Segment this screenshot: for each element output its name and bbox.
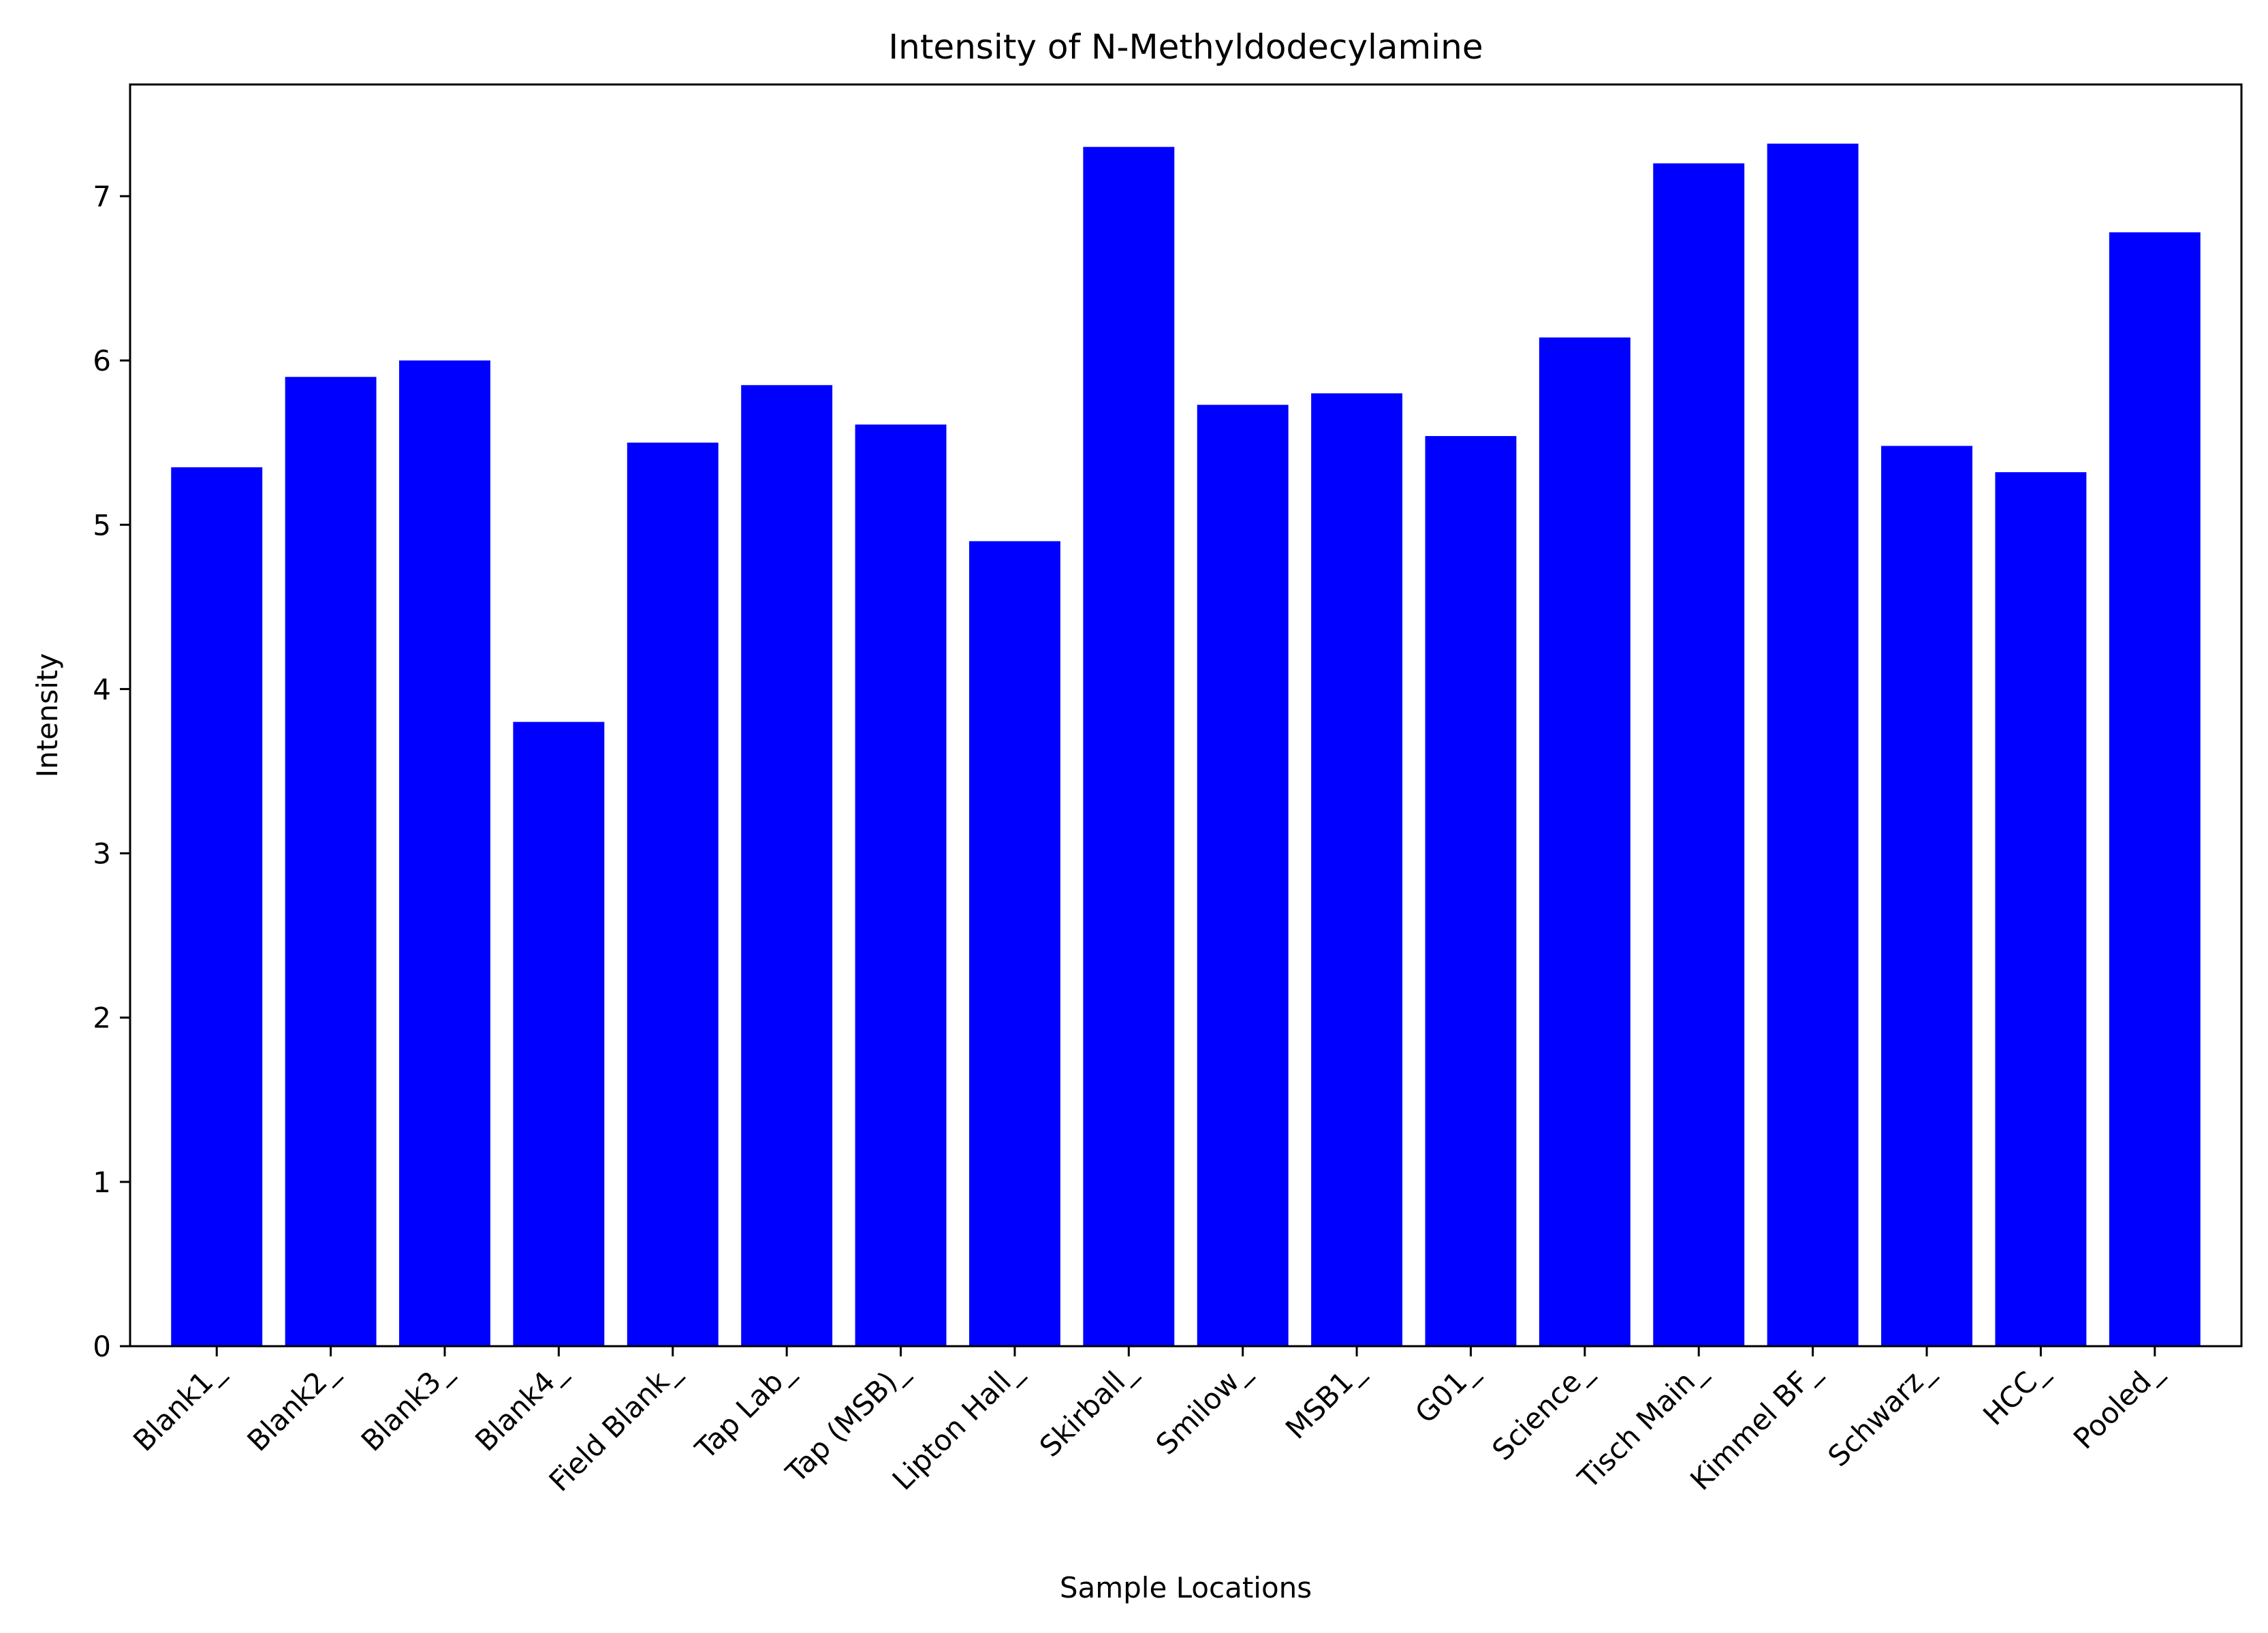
- bar-2: [399, 360, 490, 1346]
- x-axis: Blank1_ Blank2_ Blank3_ Blank4_Field Blank_…: [127, 1346, 2169, 1498]
- x-tick-label-16: HCC_: [1976, 1354, 2054, 1432]
- plot-frame: [129, 83, 2243, 1348]
- x-axis-label: Sample Locations: [1060, 1571, 1312, 1604]
- bar-16: [1995, 472, 2087, 1346]
- bar-14: [1767, 143, 1859, 1346]
- x-tick-label-9: Smilow_: [1150, 1354, 1257, 1461]
- bar-13: [1653, 163, 1745, 1346]
- bar-5: [741, 385, 833, 1346]
- chart-title: Intensity of N-Methyldodecylamine: [888, 27, 1483, 67]
- y-tick-label-0: 0: [93, 1330, 111, 1363]
- x-tick-label-2: Blank3_: [355, 1354, 458, 1458]
- bar-4: [627, 442, 719, 1346]
- x-tick-label-10: MSB1_: [1279, 1354, 1370, 1446]
- x-tick-label-0: Blank1_: [127, 1354, 230, 1458]
- y-tick-label-7: 7: [93, 180, 111, 213]
- bar-17: [2109, 232, 2201, 1346]
- bar-3: [513, 721, 605, 1346]
- x-tick-label-12: Science_: [1485, 1354, 1598, 1467]
- y-tick-label-2: 2: [93, 1001, 111, 1035]
- x-tick-label-17: Pooled_: [2067, 1354, 2169, 1456]
- y-tick-label-5: 5: [93, 508, 111, 542]
- bar-1: [285, 377, 377, 1347]
- bar-15: [1881, 446, 1972, 1347]
- x-tick-label-8: Skirball_: [1033, 1354, 1142, 1463]
- bar-6: [855, 424, 947, 1346]
- bar-11: [1425, 436, 1517, 1347]
- y-tick-label-4: 4: [93, 672, 111, 706]
- bar-0: [171, 467, 263, 1346]
- y-tick-label-3: 3: [93, 837, 111, 871]
- y-tick-label-1: 1: [93, 1166, 111, 1199]
- bar-8: [1083, 146, 1175, 1347]
- x-tick-label-15: Schwarz_: [1821, 1354, 1940, 1473]
- y-axis-label: Intensity: [31, 653, 64, 778]
- x-tick-label-11: G01_: [1408, 1354, 1484, 1430]
- y-tick-label-6: 6: [93, 344, 111, 377]
- bar-7: [968, 541, 1060, 1346]
- bar-9: [1197, 405, 1289, 1346]
- x-tick-label-1: Blank2_: [240, 1354, 344, 1458]
- bar-10: [1311, 393, 1403, 1346]
- bars-group: [171, 143, 2201, 1347]
- x-tick-label-3: Blank4_: [469, 1354, 572, 1458]
- x-tick-label-5: Tap Lab_: [689, 1354, 800, 1466]
- y-axis: 0 1 2 3 4 5 6 7: [93, 180, 130, 1363]
- bar-12: [1539, 337, 1631, 1346]
